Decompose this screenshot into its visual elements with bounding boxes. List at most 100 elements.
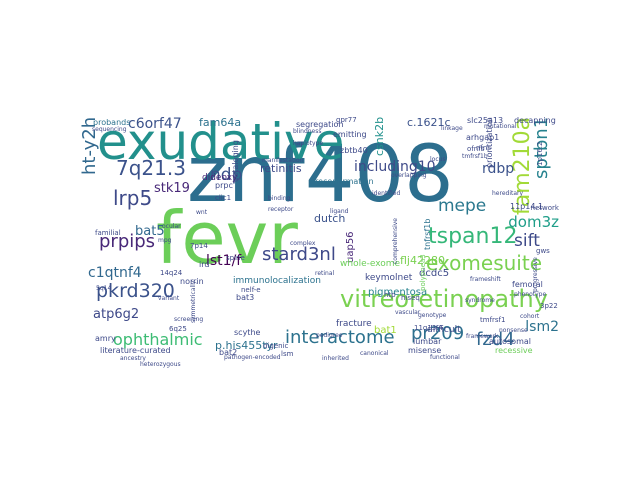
word-htp: htp <box>384 291 396 299</box>
word-clic1: clic1 <box>215 194 232 202</box>
word-p-his455tyr: p.his455tyr <box>215 339 278 352</box>
word-complex: complex <box>290 240 316 247</box>
word-dcdc5: dcdc5 <box>419 268 450 279</box>
word-flj42280: flj42280 <box>400 254 445 267</box>
word-7p14: 7p14 <box>190 242 208 250</box>
word-whole-exome: whole-exome <box>340 259 401 269</box>
word-pkrd320: pkrd320 <box>96 280 175 302</box>
word-retinitis: retinitis <box>260 162 302 175</box>
word-gws: gws <box>536 247 550 255</box>
word-pr209: pr209 <box>411 323 465 344</box>
word-literature-curated: literature-curated <box>100 346 171 355</box>
word-dideoxy: dideoxy <box>202 173 238 183</box>
word-lsm2: lsm2 <box>525 319 559 335</box>
word-probands: probands <box>93 118 131 127</box>
word-lumbar: lumbar <box>413 337 442 346</box>
word-11q13-4: 11q13.4 <box>414 324 443 332</box>
word-inherited: inherited <box>322 355 349 362</box>
word-nonsense: nonsense <box>499 327 528 334</box>
word-dom3z: dom3z <box>508 213 559 231</box>
word-variant: variant <box>158 295 180 302</box>
word-phenotype: phenotype <box>514 291 547 298</box>
word-bat5: bat5 <box>135 224 165 239</box>
word-gpr77: gpr77 <box>336 116 357 124</box>
word-wnt: wnt <box>196 209 208 216</box>
word-emitting: emitting <box>333 130 367 139</box>
word-6q25: 6q25 <box>169 325 187 333</box>
word-polypnea3: polypnea3 <box>419 254 427 291</box>
word-misense: misense <box>408 346 442 355</box>
word-prpc: prpc <box>215 181 233 190</box>
word-spine: spine <box>226 254 245 262</box>
word-bat2: bat2 <box>219 348 238 357</box>
word-difficult: difficult <box>427 325 461 335</box>
word-lsm: lsm <box>281 350 294 358</box>
word-mpg: mpg <box>158 237 172 244</box>
word-hereditary: hereditary <box>492 190 524 197</box>
word-stk19: stk19 <box>154 181 190 196</box>
word-cataloging: cataloging <box>231 140 240 182</box>
word-linkage: linkage <box>441 125 463 132</box>
word-1p16-2: 1p16.2 <box>536 141 544 166</box>
word-csnk2b: csnk2b <box>373 117 386 157</box>
word-hiseq: hiseq <box>401 294 420 302</box>
word-decapping: decapping <box>514 116 556 125</box>
word-canonical: canonical <box>360 350 389 357</box>
word-tnfrsf1b: tnfrsf1b <box>423 218 432 250</box>
word-including10: including10 <box>354 159 436 175</box>
word-nelf-e: nelf-e <box>241 286 261 294</box>
word-znf408: znf408 <box>187 130 454 220</box>
word-atp6g2: atp6g2 <box>93 307 140 322</box>
word-c-1621c: c.1621c <box>407 116 451 129</box>
word-5q14: 5q14 <box>96 285 112 292</box>
word-exomesuite: exomesuite <box>426 251 542 275</box>
word-cloud: znf408 fevr exudative vitreoretinopathy fam2… <box>80 116 560 368</box>
word-vascular: vascular <box>395 309 421 316</box>
word-bat3: bat3 <box>236 293 255 302</box>
word-reconfirmation: reconfirmation <box>315 177 374 186</box>
word-retinal: retinal <box>315 270 335 277</box>
word-14q24: 14q24 <box>160 269 183 277</box>
word-comprehensive: comprehensive <box>392 218 399 264</box>
word-receptor: receptor <box>268 206 294 213</box>
word-dutch: dutch <box>314 212 346 225</box>
word-immunolocalization: immunolocalization <box>233 276 321 286</box>
word-recessive: recessive <box>495 346 533 355</box>
word-autosomal: autosomal <box>489 337 531 346</box>
word-stard3nl: stard3nl <box>262 244 336 265</box>
word-heterozygous: heterozygous <box>140 361 181 368</box>
word-tspan12: tspan12 <box>428 224 518 249</box>
word-ofnfs: ofnfs <box>467 145 485 153</box>
word-overlapping: overlapping <box>391 172 427 179</box>
word-ancestry: ancestry <box>120 355 146 362</box>
word-nfns: nfns <box>476 144 491 152</box>
word-network: network <box>530 204 559 212</box>
word-progressive: progressive <box>532 257 539 292</box>
word-fzd4: fzd4 <box>476 329 515 350</box>
word-ndp: ndp <box>210 165 243 185</box>
word-c1qtnf4: c1qtnf4 <box>88 265 142 281</box>
word-mepe: mepe <box>438 196 487 216</box>
word-bat1: bat1 <box>374 325 397 336</box>
word-arhgap1: arhgap1 <box>466 133 500 142</box>
word-sift: sift <box>514 231 540 251</box>
word-interactome: interactome <box>285 327 395 348</box>
word-pathogen-encoded: pathogen-encoded <box>224 354 281 361</box>
word-keymolnet: keymolnet <box>365 273 413 283</box>
word-manifestation: manifestation <box>262 157 304 164</box>
word-ocular: ocular <box>162 223 181 230</box>
word-rdbp: rdbp <box>482 161 515 177</box>
word-slc25a13: slc25a13 <box>467 116 504 125</box>
word-tmfrsf1b: tmfrsf1b <box>462 153 488 160</box>
word-scythe: scythe <box>234 328 261 337</box>
word-pedigree: pedigree <box>316 332 343 339</box>
word-3p22: 3p22 <box>540 302 558 310</box>
word-syndrome: syndrome <box>465 297 495 304</box>
word-digenic: digenic <box>263 342 289 350</box>
word-haplotype: haplotype <box>293 140 324 147</box>
word-ophthalmic: ophthalmic <box>113 330 203 349</box>
word-framework: framework <box>466 333 499 340</box>
word-binding: binding <box>268 195 291 202</box>
word-exudative: exudative <box>97 116 345 171</box>
word-familial: familial <box>95 229 121 237</box>
